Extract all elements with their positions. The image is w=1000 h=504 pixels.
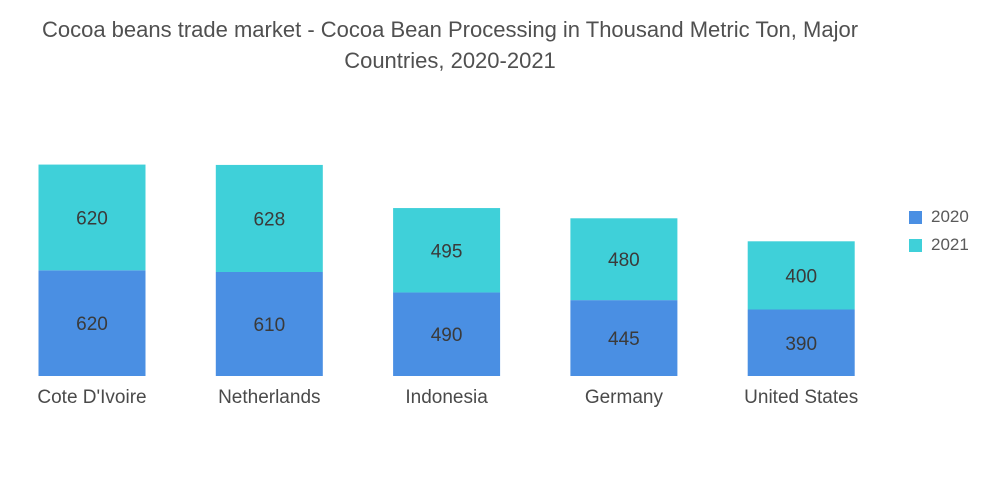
bar-germany-2021 <box>570 218 678 301</box>
legend-item-2021: 2021 <box>909 233 969 257</box>
bar-netherlands-2021 <box>215 164 323 272</box>
data-label-indonesia-2020: 490 <box>431 325 463 346</box>
bar-united-states-2020 <box>747 309 855 376</box>
x-tick-label-cote-d-ivoire: Cote D'Ivoire <box>37 387 146 408</box>
data-label-germany-2020: 445 <box>608 329 640 350</box>
legend-item-2020: 2020 <box>909 205 969 229</box>
data-label-cote-d-ivoire-2021: 620 <box>76 208 108 229</box>
bar-cote-d-ivoire-2020 <box>38 270 146 376</box>
bar-germany-2020 <box>570 300 678 376</box>
chart-title-line-1: Cocoa beans trade market - Cocoa Bean Pr… <box>41 17 859 42</box>
chart-title: Cocoa beans trade market - Cocoa Bean Pr… <box>0 14 900 76</box>
chart-title-line-2: Countries, 2020-2021 <box>344 48 556 73</box>
legend-swatch-2020 <box>909 210 922 224</box>
bar-indonesia-2021 <box>393 208 501 293</box>
x-tick-label-united-states: United States <box>744 387 858 408</box>
legend-label-2020: 2020 <box>931 207 969 226</box>
bar-indonesia-2020 <box>393 292 501 376</box>
bar-netherlands-2020 <box>215 271 323 376</box>
legend-swatch-2021 <box>909 238 922 252</box>
bar-united-states-2021 <box>747 241 855 310</box>
chart-legend: 2020 2021 <box>909 205 969 261</box>
data-label-germany-2021: 480 <box>608 250 640 271</box>
x-tick-label-germany: Germany <box>585 387 664 408</box>
bar-cote-d-ivoire-2021 <box>38 164 146 271</box>
data-label-netherlands-2020: 610 <box>253 315 285 336</box>
data-label-cote-d-ivoire-2020: 620 <box>76 314 108 335</box>
data-label-united-states-2021: 400 <box>785 266 817 287</box>
data-label-united-states-2020: 390 <box>785 334 817 355</box>
legend-label-2021: 2021 <box>931 235 969 254</box>
data-label-netherlands-2021: 628 <box>253 209 285 230</box>
data-label-indonesia-2021: 495 <box>431 241 463 262</box>
x-tick-label-indonesia: Indonesia <box>405 387 488 408</box>
x-tick-label-netherlands: Netherlands <box>218 387 320 408</box>
